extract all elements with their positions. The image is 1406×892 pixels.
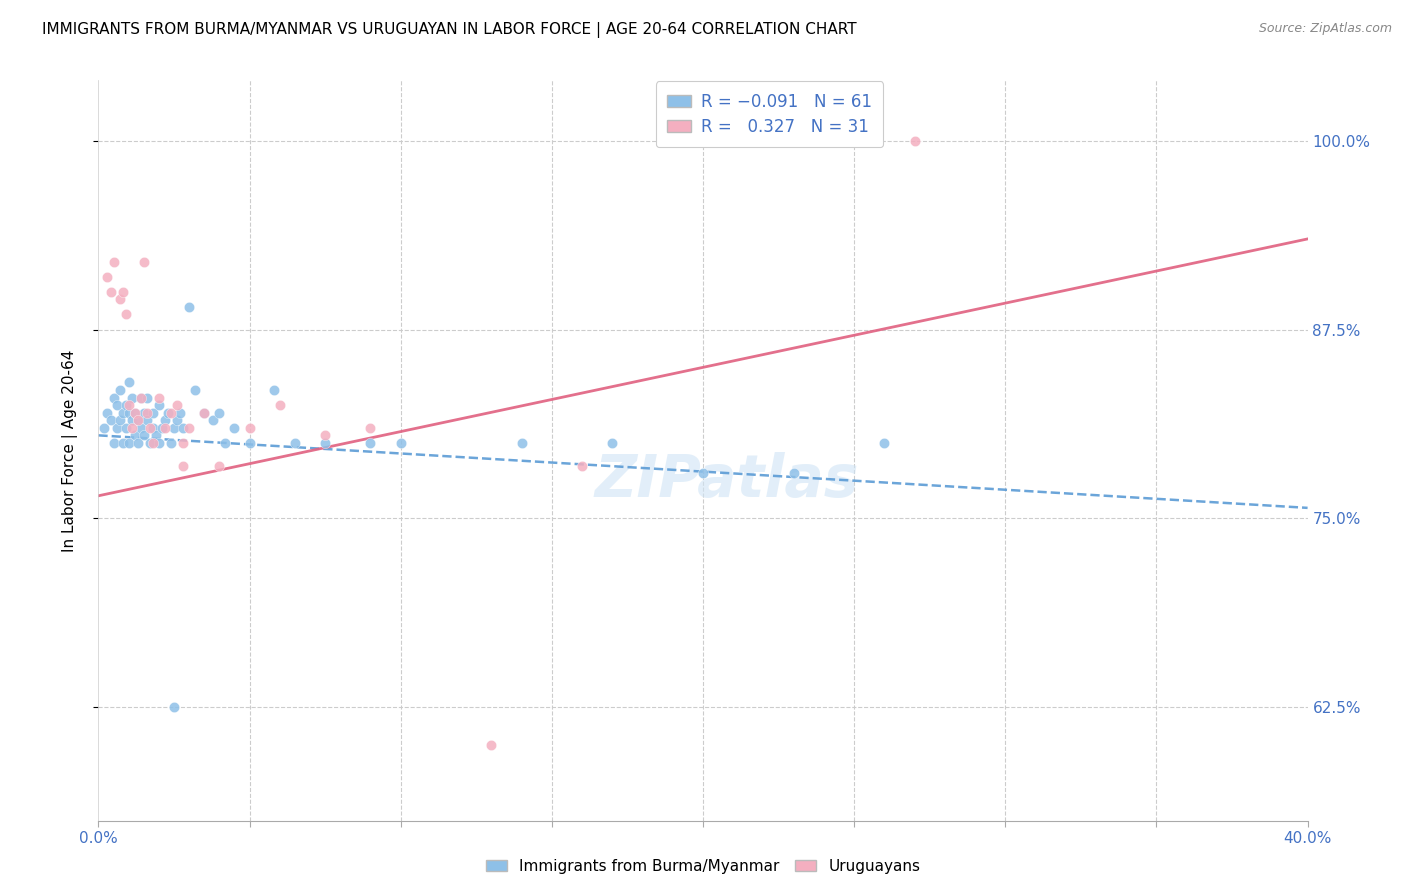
Point — [150, 421, 173, 435]
Point — [108, 383, 131, 397]
Point — [172, 421, 194, 435]
Point — [239, 436, 262, 450]
Point — [96, 406, 118, 420]
Point — [360, 436, 382, 450]
Point — [108, 293, 131, 307]
Point — [571, 458, 593, 473]
Point — [314, 428, 336, 442]
Point — [148, 436, 170, 450]
Point — [135, 413, 157, 427]
Point — [166, 398, 188, 412]
Point — [692, 466, 714, 480]
Point — [148, 398, 170, 412]
Point — [873, 436, 896, 450]
Point — [184, 383, 207, 397]
Point — [156, 406, 179, 420]
Point — [118, 436, 141, 450]
Point — [153, 413, 176, 427]
Point — [129, 391, 152, 405]
Point — [121, 413, 143, 427]
Point — [142, 421, 165, 435]
Y-axis label: In Labor Force | Age 20-64: In Labor Force | Age 20-64 — [62, 350, 77, 551]
Point — [100, 413, 122, 427]
Point — [602, 436, 624, 450]
Point — [314, 436, 336, 450]
Point — [360, 421, 382, 435]
Point — [179, 421, 201, 435]
Point — [142, 436, 165, 450]
Point — [179, 300, 201, 314]
Point — [172, 436, 194, 450]
Point — [208, 406, 231, 420]
Point — [111, 406, 134, 420]
Point — [103, 436, 125, 450]
Point — [132, 254, 155, 268]
Point — [124, 406, 146, 420]
Point — [121, 391, 143, 405]
Point — [153, 421, 176, 435]
Point — [160, 436, 183, 450]
Point — [124, 406, 146, 420]
Point — [132, 406, 155, 420]
Point — [121, 421, 143, 435]
Point — [100, 285, 122, 299]
Point — [389, 436, 412, 450]
Point — [103, 254, 125, 268]
Point — [163, 700, 186, 714]
Point — [904, 134, 927, 148]
Point — [118, 376, 141, 390]
Point — [142, 406, 165, 420]
Point — [111, 436, 134, 450]
Text: IMMIGRANTS FROM BURMA/MYANMAR VS URUGUAYAN IN LABOR FORCE | AGE 20-64 CORRELATIO: IMMIGRANTS FROM BURMA/MYANMAR VS URUGUAY… — [42, 22, 856, 38]
Point — [105, 398, 128, 412]
Point — [127, 413, 149, 427]
Point — [127, 436, 149, 450]
Point — [163, 421, 186, 435]
Text: Source: ZipAtlas.com: Source: ZipAtlas.com — [1258, 22, 1392, 36]
Point — [172, 458, 194, 473]
Point — [118, 398, 141, 412]
Point — [129, 421, 152, 435]
Point — [127, 413, 149, 427]
Point — [224, 421, 246, 435]
Point — [193, 406, 215, 420]
Legend: R = −0.091   N = 61, R =   0.327   N = 31: R = −0.091 N = 61, R = 0.327 N = 31 — [655, 81, 883, 147]
Point — [139, 421, 162, 435]
Point — [160, 406, 183, 420]
Point — [132, 428, 155, 442]
Point — [96, 269, 118, 284]
Point — [93, 421, 115, 435]
Point — [118, 406, 141, 420]
Point — [114, 398, 136, 412]
Point — [111, 285, 134, 299]
Point — [148, 391, 170, 405]
Point — [114, 421, 136, 435]
Point — [135, 391, 157, 405]
Point — [202, 413, 225, 427]
Point — [129, 391, 152, 405]
Point — [124, 428, 146, 442]
Point — [135, 406, 157, 420]
Point — [145, 428, 167, 442]
Point — [214, 436, 236, 450]
Point — [108, 413, 131, 427]
Point — [103, 391, 125, 405]
Point — [783, 466, 806, 480]
Point — [263, 383, 285, 397]
Point — [105, 421, 128, 435]
Text: ZIPatlas: ZIPatlas — [595, 451, 859, 508]
Point — [166, 413, 188, 427]
Point — [169, 406, 191, 420]
Point — [193, 406, 215, 420]
Point — [510, 436, 533, 450]
Point — [114, 308, 136, 322]
Point — [208, 458, 231, 473]
Point — [269, 398, 291, 412]
Legend: Immigrants from Burma/Myanmar, Uruguayans: Immigrants from Burma/Myanmar, Uruguayan… — [479, 853, 927, 880]
Point — [239, 421, 262, 435]
Point — [481, 738, 503, 752]
Point — [284, 436, 307, 450]
Point — [139, 436, 162, 450]
